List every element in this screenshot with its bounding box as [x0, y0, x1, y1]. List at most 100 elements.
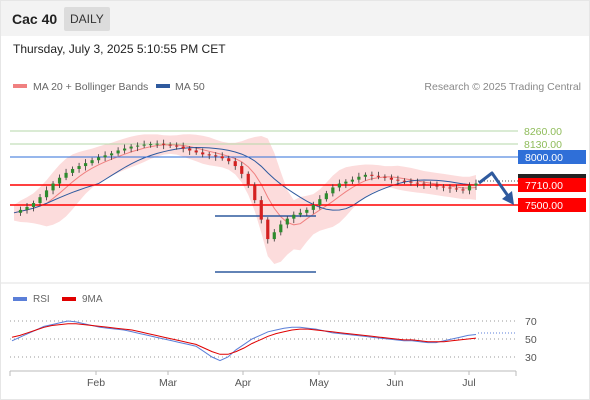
ma20-legend-swatch [13, 84, 27, 88]
level-label-8130: 8130.00 [524, 139, 562, 151]
level-label-8260: 8260.00 [524, 126, 562, 138]
candle-body [422, 183, 426, 185]
candle-body [337, 183, 341, 188]
main-legend: MA 20 + Bollinger Bands MA 50 Research ©… [13, 81, 581, 93]
candle-body [272, 232, 276, 240]
candle-body [96, 157, 101, 161]
candle-body [363, 174, 367, 177]
ma20-line [13, 144, 477, 226]
candle-body [467, 185, 472, 191]
candle-body [292, 214, 296, 219]
candle-body [474, 183, 478, 186]
candle-body [448, 187, 452, 189]
candle-body [123, 148, 127, 151]
candle-body [77, 166, 81, 169]
candle-body [441, 186, 446, 188]
candlesticks [18, 139, 478, 244]
candle-body [435, 185, 439, 187]
candle-body [162, 143, 166, 145]
candle-body [168, 144, 172, 146]
level-label-7500: 7500.00 [525, 200, 563, 212]
level-label-8000: 8000.00 [525, 152, 563, 164]
candle-body [259, 200, 263, 220]
candle-body [246, 173, 250, 186]
x-tick-label: Jul [462, 377, 475, 389]
candle-body [311, 205, 315, 210]
candle-body [110, 153, 114, 156]
candle-body [220, 156, 224, 159]
candle-body [83, 163, 88, 167]
candle-body [324, 193, 328, 200]
candle-body [376, 175, 380, 177]
rsi-ma-line [11, 323, 477, 355]
candle-body [357, 176, 361, 180]
rsi-tick-50: 50 [525, 334, 537, 346]
candle-body [149, 144, 153, 146]
ma50-legend-label: MA 50 [175, 81, 205, 93]
candle-body [279, 224, 283, 233]
candle-body [383, 176, 387, 178]
chart-timestamp: Thursday, July 3, 2025 5:10:55 PM CET [13, 42, 226, 56]
symbol-title: Cac 40 [12, 11, 58, 27]
level-tag-7710-bg [518, 178, 586, 192]
candle-body [44, 190, 49, 198]
candle-body [90, 160, 94, 164]
candle-body [305, 209, 309, 213]
candle-body [31, 203, 36, 207]
level-label-7710: 7710.00 [525, 180, 563, 192]
candle-body [103, 155, 107, 158]
candle-body [201, 152, 205, 155]
candle-body [214, 155, 218, 157]
chart-header: Cac 40 DAILY [0, 0, 590, 36]
candle-body [285, 218, 289, 225]
copyright-text: Research © 2025 Trading Central [424, 81, 581, 93]
candle-body [129, 146, 133, 149]
candle-body [350, 179, 354, 182]
candle-body [51, 183, 55, 191]
candle-body [38, 197, 42, 204]
candle-body [155, 143, 159, 145]
candle-body [344, 181, 348, 184]
candle-body [415, 182, 420, 184]
candle-body [240, 166, 244, 174]
candle-body [318, 199, 322, 205]
candle-body [142, 144, 146, 146]
candle-body [116, 150, 120, 154]
rsi-line [11, 320, 477, 362]
candle-body [25, 206, 29, 210]
ma50-legend-swatch [156, 84, 170, 88]
x-tick-label: Feb [87, 377, 105, 389]
rsi-legend-label: RSI [33, 294, 50, 305]
candle-body [396, 179, 400, 181]
candle-body [331, 187, 335, 194]
candle-body [227, 158, 231, 162]
candle-body [402, 180, 407, 182]
candle-body [253, 185, 257, 201]
candle-body [233, 161, 237, 167]
candle-body [389, 177, 394, 180]
candle-body [266, 219, 270, 240]
rsi-legend: RSI 9MA [13, 294, 103, 305]
x-tick-label: Jun [387, 377, 404, 389]
x-tick-label: Mar [159, 377, 178, 389]
candle-body [188, 148, 192, 151]
candle-body [57, 177, 62, 184]
level-tag-8000-bg [518, 150, 586, 164]
candle-body [70, 168, 75, 173]
level-tag-7500-bg [518, 198, 586, 212]
level-tags: 8260.00 8130.00 8000.00 7710.00 7710.00 … [518, 126, 586, 212]
x-tick-label: May [309, 377, 330, 389]
candle-body [207, 154, 211, 156]
candle-body [18, 209, 23, 213]
candle-body [194, 150, 198, 153]
period-button[interactable]: DAILY [64, 7, 110, 31]
x-tick-label: Apr [235, 377, 252, 389]
candle-body [136, 145, 140, 147]
rsi-tick-30: 30 [525, 352, 537, 364]
candle-body [370, 174, 374, 176]
rsi-legend-swatch [13, 297, 27, 301]
ma50-line [13, 146, 477, 214]
candle-body [64, 172, 68, 178]
candle-body [428, 184, 433, 186]
ma20-legend-label: MA 20 + Bollinger Bands [33, 81, 148, 93]
